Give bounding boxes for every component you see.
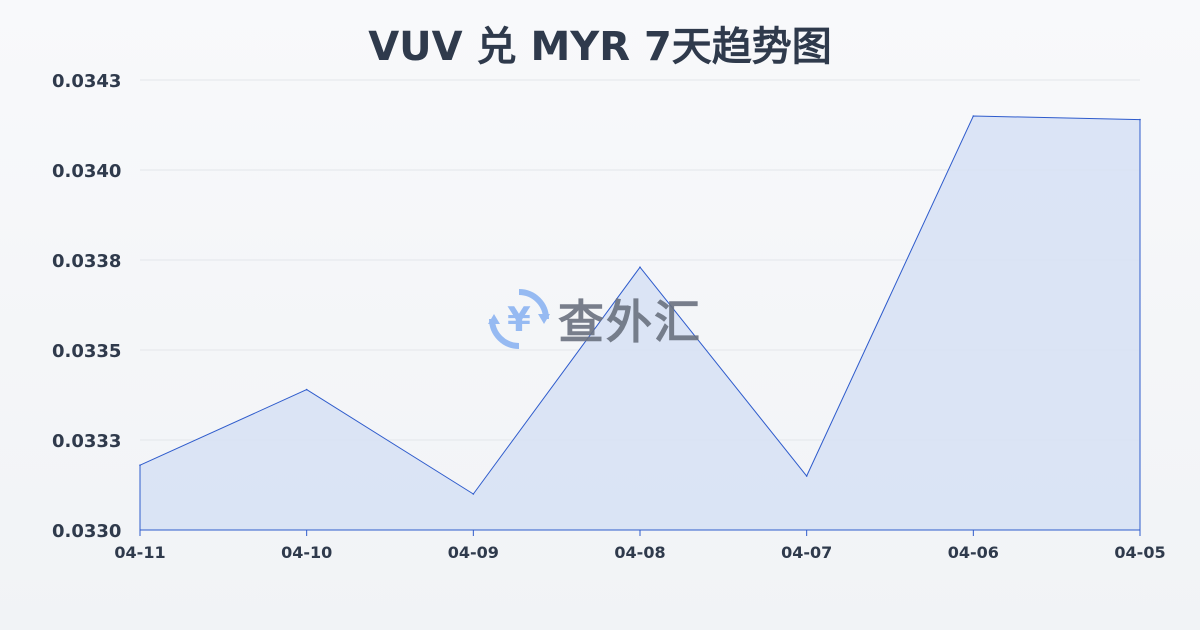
x-tick-label: 04-06: [948, 543, 999, 562]
x-tick-label: 04-11: [114, 543, 165, 562]
watermark-text: 查外汇: [558, 295, 702, 349]
y-tick-label: 0.0333: [52, 431, 121, 452]
x-tick-label: 04-07: [781, 543, 832, 562]
x-tick-label: 04-08: [614, 543, 665, 562]
y-tick-label: 0.0343: [52, 71, 121, 92]
data-point: [472, 493, 475, 495]
y-tick-label: 0.0335: [52, 341, 121, 362]
data-point: [1139, 118, 1141, 121]
svg-text:¥: ¥: [507, 300, 531, 340]
chart-title: VUV 兑 MYR 7天趋势图: [368, 24, 832, 70]
y-tick-label: 0.0340: [52, 161, 121, 182]
y-tick-label: 0.0338: [52, 251, 121, 272]
data-point: [639, 266, 641, 269]
area-fill: [140, 116, 1140, 530]
y-tick-label: 0.0330: [52, 521, 121, 542]
data-point: [972, 115, 975, 117]
x-tick-label: 04-05: [1114, 543, 1165, 562]
data-point: [805, 475, 808, 477]
yen-exchange-icon: ¥: [488, 289, 550, 349]
watermark: ¥ 查外汇: [488, 286, 702, 352]
data-point: [139, 464, 141, 467]
x-tick-label: 04-10: [281, 543, 332, 562]
x-tick-label: 04-09: [448, 543, 499, 562]
data-point: [305, 388, 308, 391]
